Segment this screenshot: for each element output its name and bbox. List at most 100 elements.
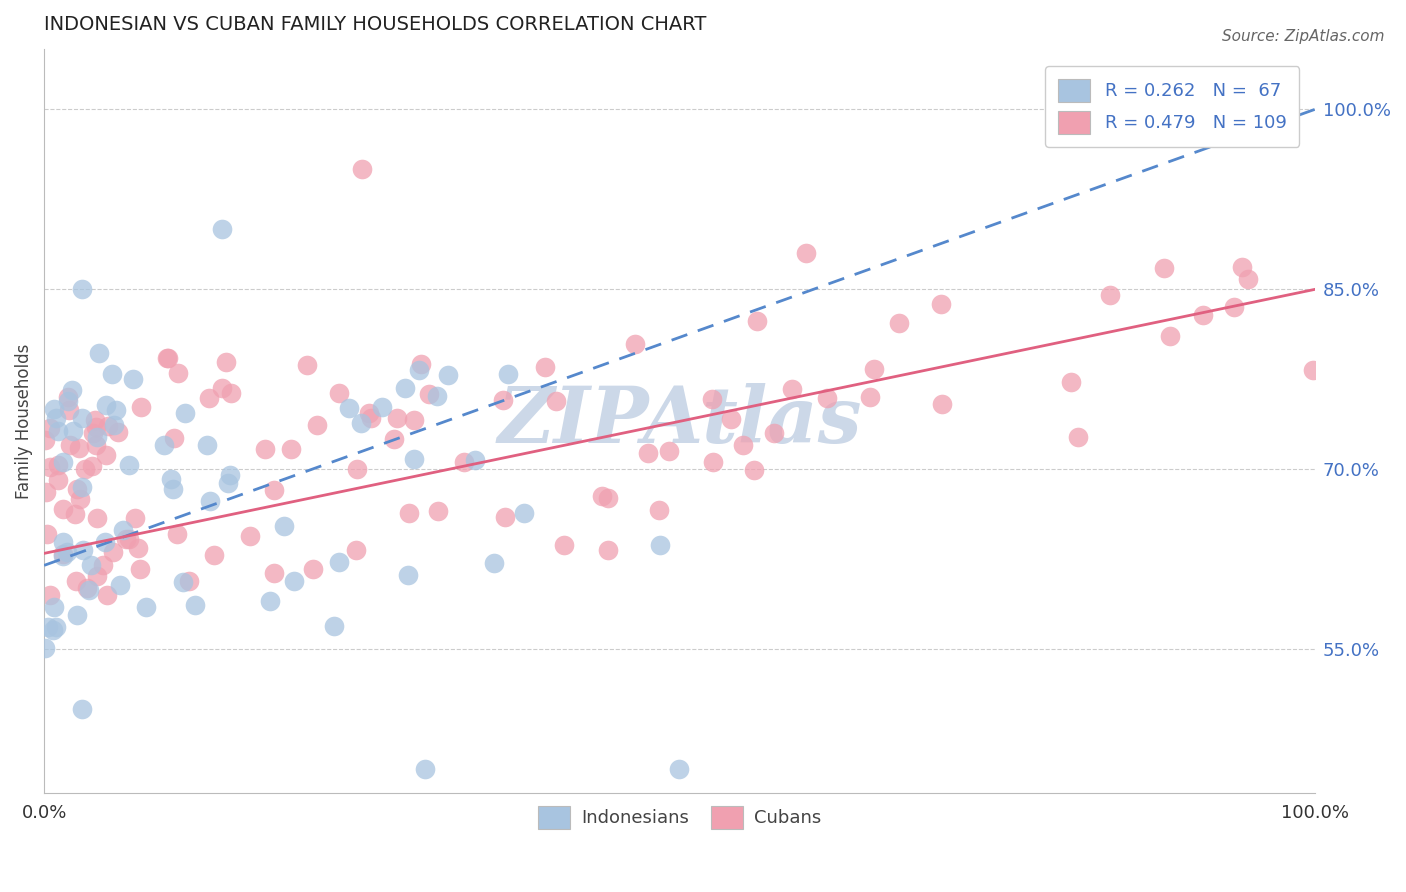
Point: [96, 588, 118, 602]
Point: [402, 452, 425, 467]
Point: [91, 558, 114, 573]
Point: [263, 483, 285, 497]
Point: [219, 385, 242, 400]
Point: [863, 362, 886, 376]
Point: [283, 574, 305, 588]
Point: [280, 442, 302, 457]
Point: [350, 162, 373, 177]
Point: [86, 510, 108, 524]
Point: [491, 392, 513, 407]
Point: [101, 367, 124, 381]
Point: [328, 556, 350, 570]
Point: [322, 619, 344, 633]
Point: [118, 533, 141, 547]
Point: [398, 506, 420, 520]
Point: [1230, 260, 1253, 274]
Point: [815, 392, 838, 406]
Point: [742, 463, 765, 477]
Point: [107, 425, 129, 439]
Point: [104, 402, 127, 417]
Point: [60, 384, 83, 398]
Point: [418, 387, 440, 401]
Legend: Indonesians, Cubans: Indonesians, Cubans: [530, 798, 828, 837]
Point: [426, 504, 449, 518]
Point: [84, 437, 107, 451]
Point: [1222, 300, 1244, 314]
Point: [70, 702, 93, 716]
Point: [396, 567, 419, 582]
Text: ZIPAtlas: ZIPAtlas: [498, 384, 862, 459]
Point: [46, 473, 69, 487]
Point: [84, 413, 107, 427]
Point: [533, 359, 555, 374]
Point: [46, 458, 69, 472]
Point: [254, 442, 277, 457]
Point: [513, 506, 536, 520]
Point: [162, 482, 184, 496]
Point: [1159, 329, 1181, 343]
Point: [159, 472, 181, 486]
Point: [1237, 272, 1260, 286]
Point: [929, 297, 952, 311]
Point: [668, 763, 690, 777]
Point: [46, 424, 69, 438]
Point: [65, 574, 87, 589]
Point: [62, 424, 84, 438]
Point: [346, 462, 368, 476]
Point: [70, 479, 93, 493]
Point: [122, 372, 145, 386]
Point: [37, 620, 59, 634]
Point: [124, 510, 146, 524]
Point: [1067, 430, 1090, 444]
Point: [101, 545, 124, 559]
Point: [426, 389, 449, 403]
Point: [52, 455, 75, 469]
Point: [127, 541, 149, 555]
Point: [301, 562, 323, 576]
Point: [702, 392, 724, 407]
Point: [598, 543, 620, 558]
Point: [720, 412, 742, 426]
Point: [75, 462, 97, 476]
Point: [152, 438, 174, 452]
Point: [129, 400, 152, 414]
Point: [546, 394, 568, 409]
Point: [263, 566, 285, 581]
Point: [45, 411, 67, 425]
Point: [596, 491, 619, 505]
Point: [553, 538, 575, 552]
Point: [157, 351, 180, 365]
Point: [496, 368, 519, 382]
Point: [56, 390, 79, 404]
Point: [35, 484, 58, 499]
Point: [80, 458, 103, 473]
Point: [52, 547, 75, 561]
Point: [211, 222, 233, 236]
Point: [1302, 363, 1324, 377]
Point: [58, 402, 80, 417]
Point: [259, 594, 281, 608]
Point: [658, 444, 681, 458]
Point: [859, 391, 882, 405]
Point: [118, 458, 141, 473]
Point: [86, 430, 108, 444]
Y-axis label: Family Households: Family Households: [15, 343, 32, 500]
Point: [112, 524, 135, 538]
Point: [86, 569, 108, 583]
Point: [63, 507, 86, 521]
Point: [464, 453, 486, 467]
Point: [76, 581, 98, 595]
Point: [359, 406, 381, 420]
Point: [35, 526, 58, 541]
Point: [731, 438, 754, 452]
Point: [166, 367, 188, 381]
Point: [202, 548, 225, 562]
Point: [163, 431, 186, 445]
Point: [931, 397, 953, 411]
Point: [219, 468, 242, 483]
Point: [183, 598, 205, 612]
Text: Source: ZipAtlas.com: Source: ZipAtlas.com: [1222, 29, 1385, 44]
Point: [166, 526, 188, 541]
Point: [702, 455, 724, 469]
Point: [77, 582, 100, 597]
